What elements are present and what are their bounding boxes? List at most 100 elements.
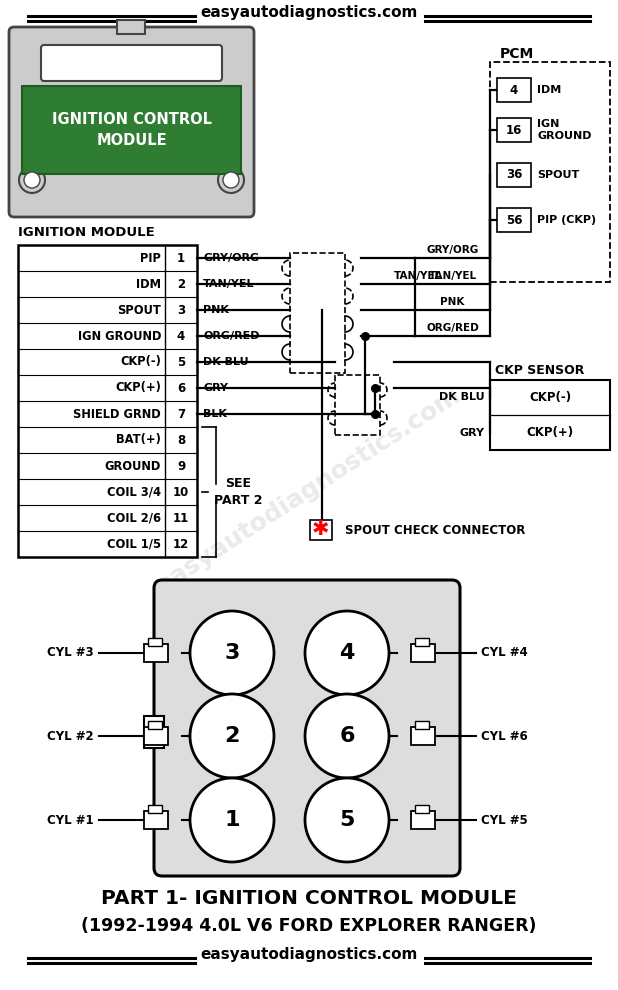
Text: CYL #3: CYL #3	[48, 646, 94, 659]
Bar	[415, 721, 429, 729]
Text: CKP SENSOR: CKP SENSOR	[495, 363, 585, 376]
Text: COIL 2/6: COIL 2/6	[107, 512, 161, 525]
Bar	[490, 380, 610, 450]
Circle shape	[305, 694, 389, 778]
Text: 2: 2	[224, 726, 240, 746]
Text: BLK: BLK	[203, 409, 227, 419]
Text: GRY/ORG: GRY/ORG	[203, 253, 259, 263]
Text: 1: 1	[224, 810, 240, 830]
Circle shape	[305, 778, 389, 862]
Text: 8: 8	[177, 434, 185, 446]
Text: CYL #4: CYL #4	[481, 646, 528, 659]
Text: 56: 56	[506, 214, 522, 227]
Bar	[22, 86, 241, 174]
Bar	[490, 62, 610, 282]
Text: IGN
GROUND: IGN GROUND	[537, 119, 591, 141]
Bar	[144, 811, 168, 829]
Text: PIP: PIP	[140, 251, 161, 264]
Text: 10: 10	[173, 485, 189, 499]
Text: SPOUT CHECK CONNECTOR: SPOUT CHECK CONNECTOR	[345, 524, 525, 537]
Text: GRY: GRY	[460, 428, 485, 438]
Text: 6: 6	[339, 726, 355, 746]
Bar	[415, 805, 429, 813]
Text: easyautodiagnostics.com: easyautodiagnostics.com	[200, 6, 418, 21]
Bar	[144, 727, 168, 745]
Text: easyautodiagnostics.com: easyautodiagnostics.com	[152, 382, 466, 598]
Text: CYL #5: CYL #5	[481, 814, 528, 827]
Text: CYL #1: CYL #1	[48, 814, 94, 827]
Circle shape	[190, 694, 274, 778]
Text: 16: 16	[506, 124, 522, 137]
Text: 4: 4	[339, 643, 355, 663]
Bar	[144, 644, 168, 662]
Text: (1992-1994 4.0L V6 FORD EXPLORER RANGER): (1992-1994 4.0L V6 FORD EXPLORER RANGER)	[81, 917, 537, 935]
Text: DK BLU: DK BLU	[203, 357, 248, 367]
Text: 36: 36	[506, 168, 522, 181]
Text: PART 1- IGNITION CONTROL MODULE: PART 1- IGNITION CONTROL MODULE	[101, 888, 517, 908]
Bar	[148, 638, 162, 646]
Text: ✱: ✱	[311, 519, 329, 539]
Text: ORG/RED: ORG/RED	[426, 323, 479, 333]
Circle shape	[223, 172, 239, 188]
Bar	[18, 245, 197, 557]
Bar	[310, 520, 332, 540]
Circle shape	[24, 172, 40, 188]
Text: SPOUT: SPOUT	[537, 170, 579, 180]
Text: GRY/ORG: GRY/ORG	[426, 245, 478, 255]
Text: 7: 7	[177, 408, 185, 421]
Text: CKP(+): CKP(+)	[527, 426, 574, 439]
Text: TAN/YEL: TAN/YEL	[203, 279, 255, 289]
Text: TAN/YEL: TAN/YEL	[428, 271, 476, 281]
Text: 5: 5	[177, 355, 185, 368]
Text: TAN/YEL: TAN/YEL	[394, 271, 442, 281]
Text: IDM: IDM	[537, 85, 561, 95]
Text: 4: 4	[177, 330, 185, 343]
Text: 12: 12	[173, 538, 189, 550]
Text: BAT(+): BAT(+)	[116, 434, 161, 446]
Bar	[148, 805, 162, 813]
Text: IGNITION MODULE: IGNITION MODULE	[18, 226, 154, 239]
Bar	[117, 20, 145, 34]
Text: 4: 4	[510, 83, 518, 96]
Text: easyautodiagnostics.com: easyautodiagnostics.com	[200, 947, 418, 962]
Bar	[497, 163, 531, 187]
Text: COIL 1/5: COIL 1/5	[107, 538, 161, 550]
FancyBboxPatch shape	[41, 45, 222, 81]
Text: CYL #6: CYL #6	[481, 730, 528, 742]
Bar	[411, 811, 435, 829]
Bar	[148, 721, 162, 729]
Text: DK BLU: DK BLU	[439, 392, 485, 403]
Text: IGN GROUND: IGN GROUND	[77, 330, 161, 343]
Text: COIL 3/4: COIL 3/4	[107, 485, 161, 499]
Text: SHIELD GRND: SHIELD GRND	[74, 408, 161, 421]
Text: CYL #2: CYL #2	[48, 730, 94, 742]
Circle shape	[305, 611, 389, 695]
Text: 2: 2	[177, 277, 185, 290]
Circle shape	[19, 167, 45, 193]
Circle shape	[190, 611, 274, 695]
Bar	[415, 638, 429, 646]
Bar	[335, 375, 380, 435]
FancyBboxPatch shape	[9, 27, 254, 217]
Text: IDM: IDM	[136, 277, 161, 290]
Text: GROUND: GROUND	[104, 459, 161, 472]
Text: 5: 5	[339, 810, 355, 830]
Circle shape	[218, 167, 244, 193]
Text: PNK: PNK	[440, 297, 465, 307]
Text: SPOUT: SPOUT	[117, 304, 161, 317]
Bar	[411, 727, 435, 745]
Text: PIP (CKP): PIP (CKP)	[537, 215, 596, 225]
Text: 1: 1	[177, 251, 185, 264]
Text: CKP(-): CKP(-)	[120, 355, 161, 368]
Text: SEE
PART 2: SEE PART 2	[214, 477, 262, 507]
Text: 6: 6	[177, 381, 185, 394]
Bar	[497, 78, 531, 102]
Text: GRY: GRY	[203, 383, 228, 393]
Text: 11: 11	[173, 512, 189, 525]
Circle shape	[190, 778, 274, 862]
Text: CKP(-): CKP(-)	[529, 391, 571, 404]
Text: 3: 3	[177, 304, 185, 317]
Text: PNK: PNK	[203, 305, 229, 315]
Text: ORG/RED: ORG/RED	[203, 331, 260, 341]
Text: PCM: PCM	[500, 47, 534, 61]
